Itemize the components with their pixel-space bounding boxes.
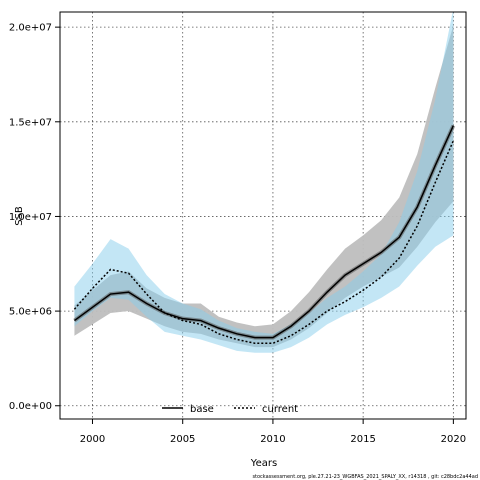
caption: stockassessment.org, ple.27.21-23_WGBFAS… xyxy=(252,474,478,480)
x-axis: 2000 2005 2010 2015 2020 xyxy=(80,419,466,445)
y-tick-label: 2.0e+07 xyxy=(9,23,52,34)
x-tick-label: 2010 xyxy=(260,434,285,445)
legend-label-base: base xyxy=(190,404,214,415)
y-axis-title: SSB xyxy=(14,206,25,226)
x-tick-label: 2015 xyxy=(350,434,375,445)
series-lines xyxy=(73,124,456,345)
legend-label-current: current xyxy=(262,404,298,415)
line-current xyxy=(73,140,455,345)
legend: base current xyxy=(162,404,298,415)
x-tick-label: 2005 xyxy=(170,434,195,445)
plot-frame xyxy=(59,11,467,420)
y-tick-label: 5.0e+06 xyxy=(9,307,52,318)
y-tick-label: 1.0e+07 xyxy=(9,212,52,223)
y-tick-label: 0.0e+00 xyxy=(9,401,52,412)
line-base xyxy=(73,125,455,339)
band-current xyxy=(74,12,454,353)
x-tick-label: 2020 xyxy=(441,434,466,445)
y-tick-label: 1.5e+07 xyxy=(9,117,52,128)
x-tick-label: 2000 xyxy=(80,434,105,445)
confidence-bands xyxy=(74,12,454,353)
y-axis: 0.0e+00 5.0e+06 1.0e+07 1.5e+07 2.0e+07 xyxy=(9,23,60,412)
x-axis-title: Years xyxy=(250,458,277,469)
